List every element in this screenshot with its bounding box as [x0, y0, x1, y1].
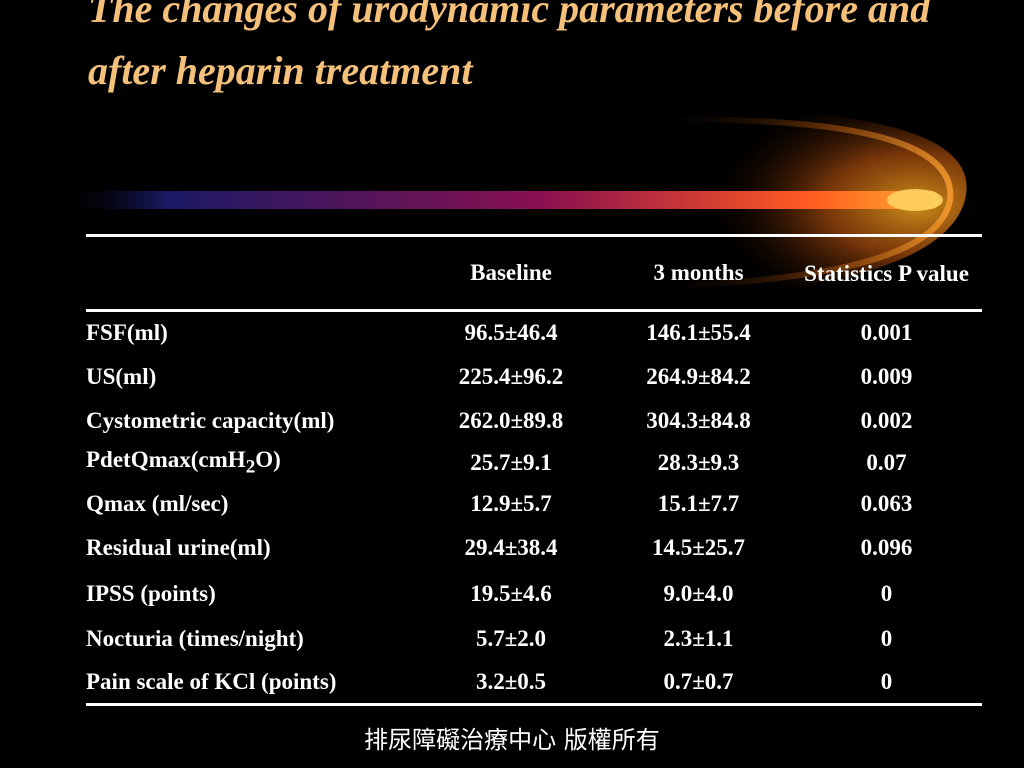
row-p-value: 0.002: [860, 407, 913, 433]
table-row: Cystometric capacity(ml) 262.0±89.8 304.…: [86, 399, 982, 443]
row-baseline: 12.9±5.7: [470, 490, 552, 516]
header-parameter: [86, 236, 416, 311]
row-parameter: Qmax (ml/sec): [86, 490, 229, 516]
row-3-months: 9.0±4.0: [663, 581, 734, 606]
row-baseline: 262.0±89.8: [458, 407, 564, 433]
table-row: Residual urine(ml) 29.4±38.4 14.5±25.7 0…: [86, 525, 982, 572]
row-3-months: 264.9±84.2: [646, 363, 751, 389]
row-p-value: 0.096: [860, 535, 913, 560]
row-3-months: 15.1±7.7: [657, 490, 740, 516]
copyright-footer: 排尿障礙治療中心 版權所有: [364, 726, 660, 754]
urodynamic-table-container: Baseline 3 months Statistics P value FSF…: [86, 234, 982, 706]
row-3-months: 14.5±25.7: [651, 535, 746, 560]
row-parameter: Pain scale of KCl (points): [86, 668, 337, 694]
row-p-value: 0.009: [860, 363, 913, 389]
row-baseline: 25.7±9.1: [470, 449, 552, 475]
row-parameter: Cystometric capacity(ml): [86, 407, 335, 433]
comet-streak-decoration: [60, 109, 967, 300]
table-row: Pain scale of KCl (points) 3.2±0.5 0.7±0…: [86, 661, 982, 705]
header-3-months: 3 months: [653, 260, 744, 285]
table-row: PdetQmax(cmH2O) 25.7±9.1 28.3±9.3 0.07: [86, 443, 982, 483]
table-header-row: Baseline 3 months Statistics P value: [86, 235, 982, 311]
row-parameter: IPSS (points): [86, 581, 216, 606]
parameter-suffix: O): [255, 446, 281, 472]
row-3-months: 28.3±9.3: [657, 449, 740, 475]
row-3-months: 304.3±84.8: [646, 407, 751, 433]
row-parameter: Nocturia (times/night): [86, 625, 304, 651]
row-baseline: 225.4±96.2: [458, 363, 564, 389]
row-3-months: 2.3±1.1: [663, 625, 734, 651]
row-p-value: 0.07: [866, 449, 907, 475]
table-row: Qmax (ml/sec) 12.9±5.7 15.1±7.7 0.063: [86, 483, 982, 525]
table-row: Nocturia (times/night) 5.7±2.0 2.3±1.1 0: [86, 617, 982, 661]
row-3-months: 146.1±55.4: [646, 320, 751, 346]
row-3-months: 0.7±0.7: [663, 668, 734, 694]
row-p-value: 0: [880, 625, 893, 651]
row-baseline: 96.5±46.4: [464, 320, 558, 346]
row-baseline: 19.5±4.6: [470, 581, 552, 606]
header-p-value: Statistics P value: [804, 260, 969, 286]
row-baseline: 5.7±2.0: [475, 625, 547, 651]
subscript-2: 2: [245, 456, 256, 478]
row-parameter: PdetQmax(cmH2O): [86, 443, 416, 483]
row-baseline: 3.2±0.5: [475, 668, 547, 694]
urodynamic-parameters-table: Baseline 3 months Statistics P value FSF…: [86, 234, 982, 706]
table-row: IPSS (points) 19.5±4.6 9.0±4.0 0: [86, 572, 982, 617]
row-baseline: 29.4±38.4: [464, 535, 558, 560]
row-parameter: Residual urine(ml): [86, 535, 271, 560]
row-p-value: 0.001: [860, 320, 913, 346]
table-row: FSF(ml) 96.5±46.4 146.1±55.4 0.001: [86, 311, 982, 355]
table-row: US(ml) 225.4±96.2 264.9±84.2 0.009: [86, 355, 982, 399]
row-parameter: FSF(ml): [86, 320, 168, 346]
parameter-prefix: PdetQmax(cmH: [86, 446, 246, 472]
header-baseline: Baseline: [470, 260, 552, 285]
row-p-value: 0.063: [860, 490, 913, 516]
row-p-value: 0: [880, 668, 893, 694]
row-parameter: US(ml): [86, 363, 157, 389]
row-p-value: 0: [880, 581, 893, 606]
slide-title: The changes of urodynamic parameters bef…: [88, 0, 931, 93]
